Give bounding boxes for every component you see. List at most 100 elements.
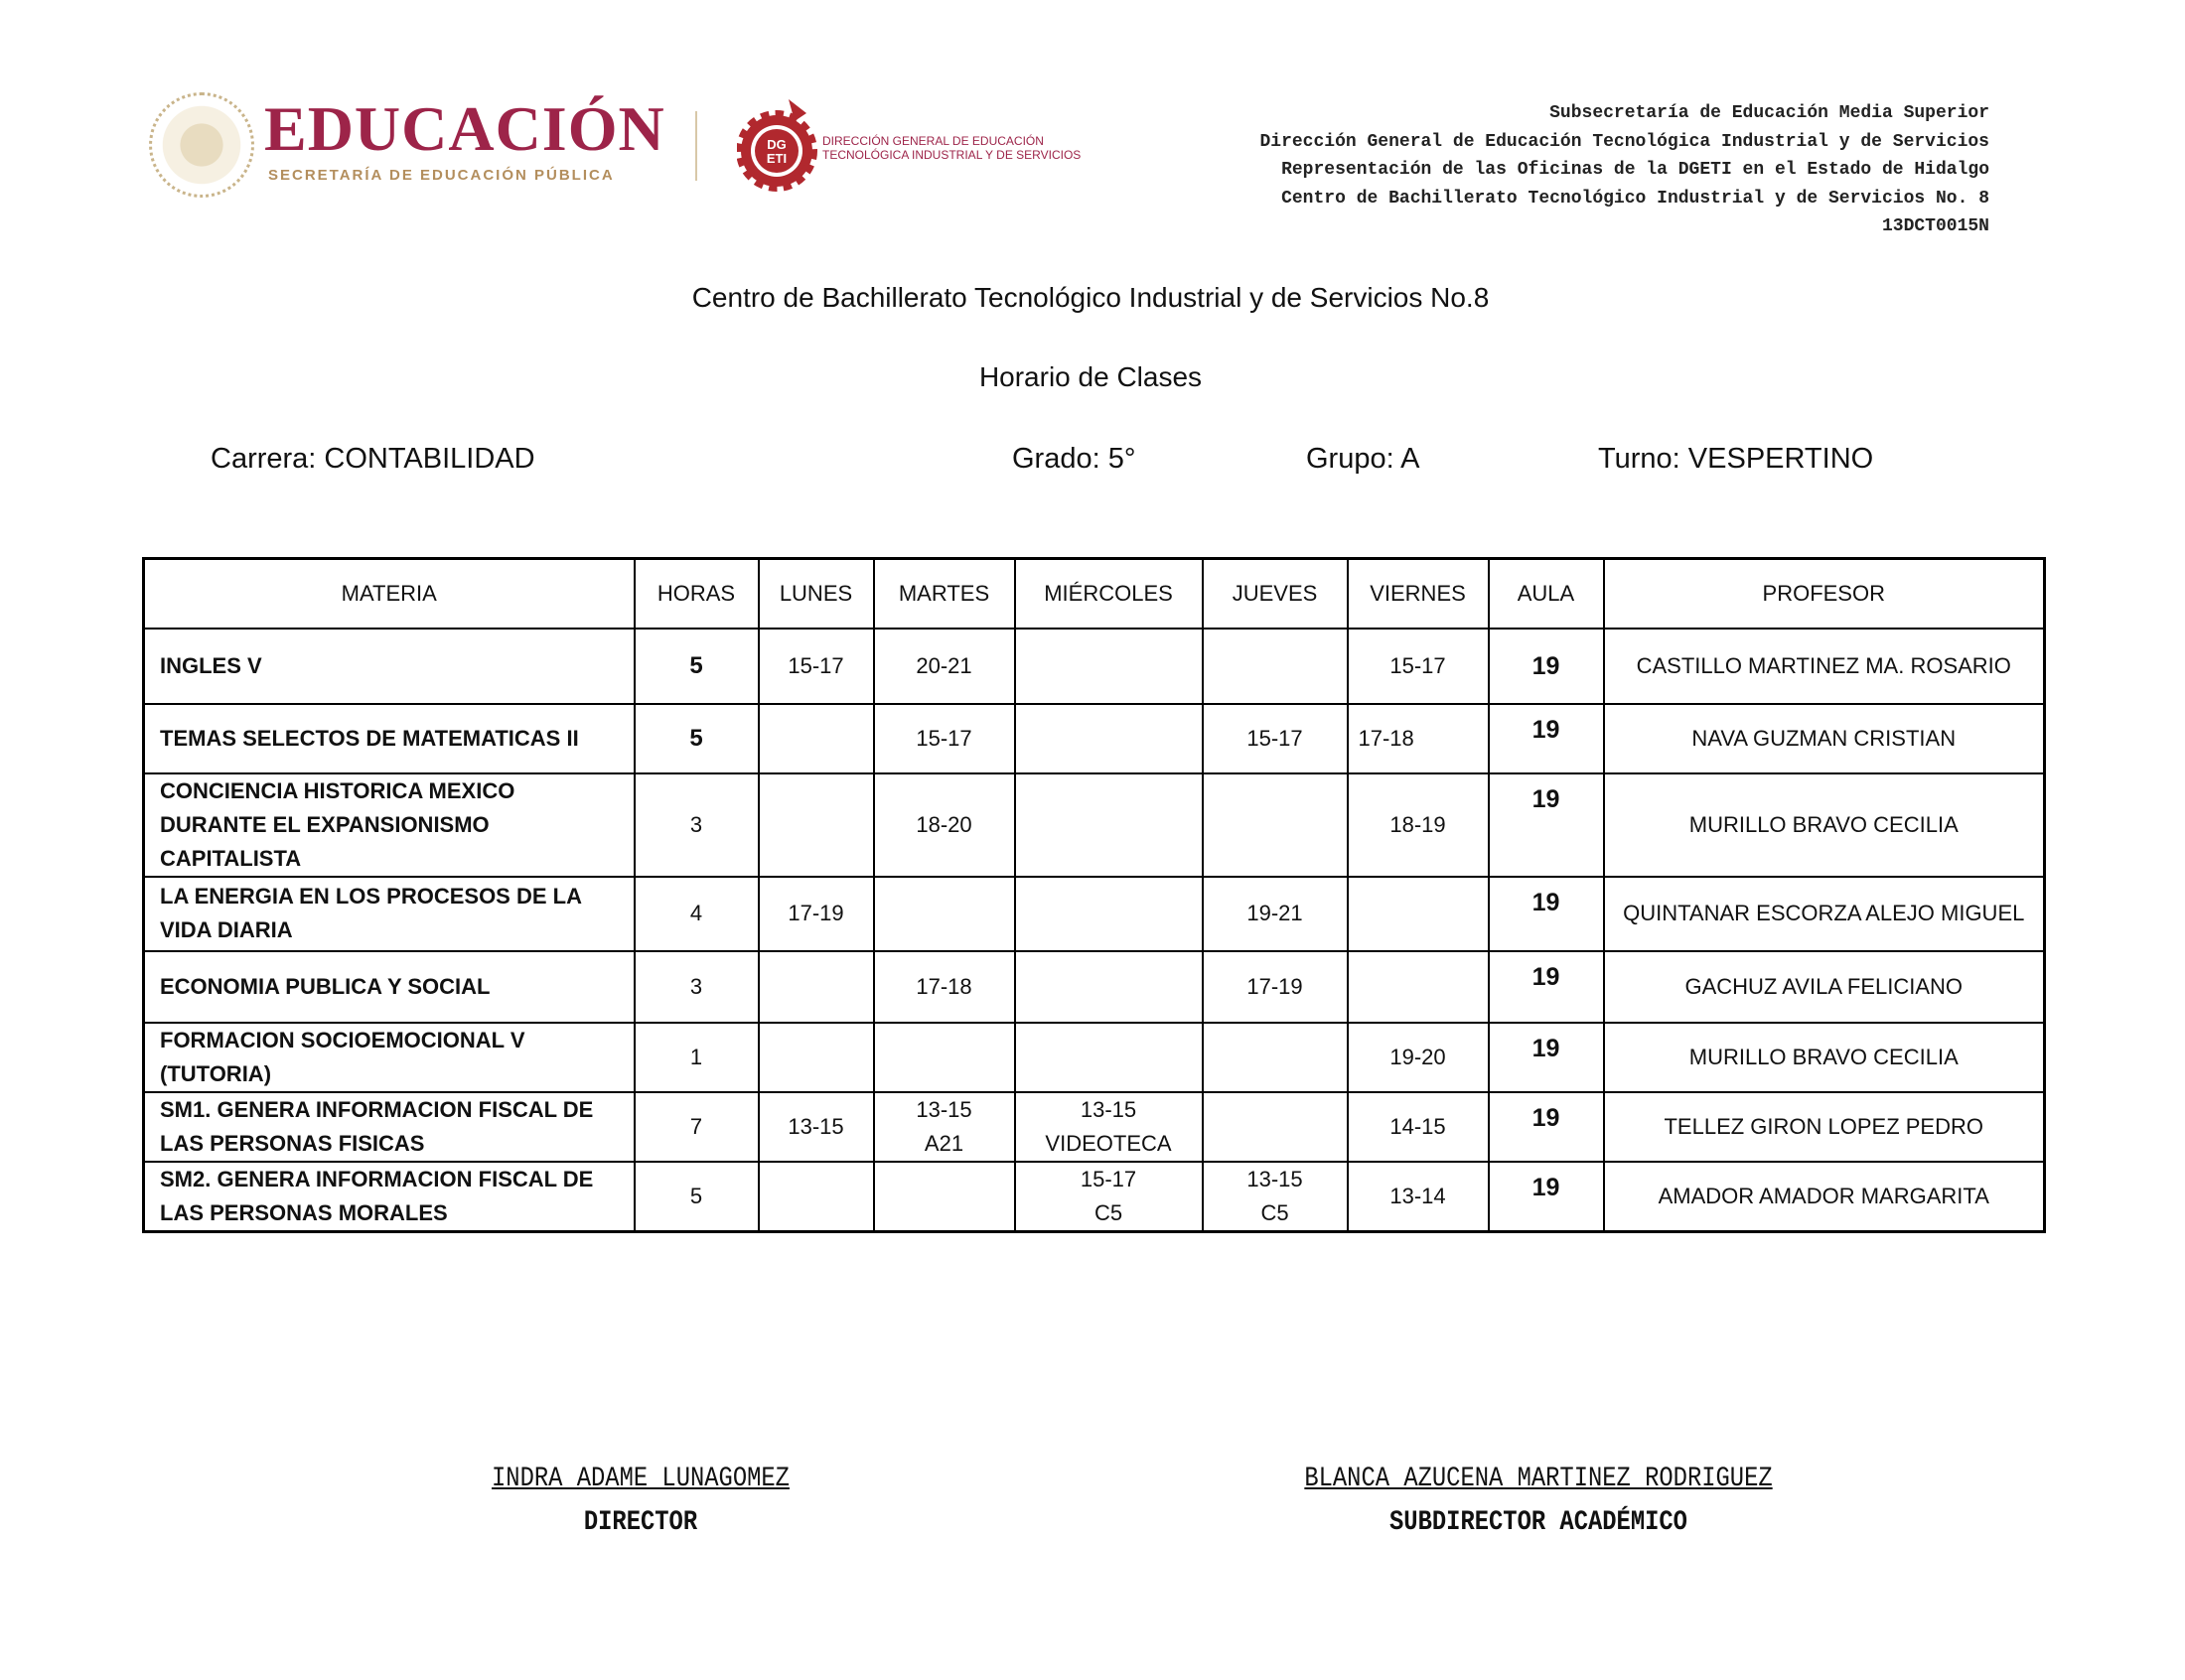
signature-role: SUBDIRECTOR ACADÉMICO — [1389, 1507, 1687, 1538]
header-line: Centro de Bachillerato Tecnológico Indus… — [1281, 188, 1989, 209]
cell-lunes — [757, 771, 875, 878]
cell-materia: ECONOMIA PUBLICA Y SOCIAL — [142, 949, 636, 1024]
cell-miercoles — [1013, 949, 1204, 1024]
svg-text:DG: DG — [767, 137, 787, 152]
cell-lunes: 17-19 — [757, 875, 875, 952]
cell-materia: CONCIENCIA HISTORICA MEXICO DURANTE EL E… — [142, 771, 636, 878]
column-header: PROFESOR — [1602, 557, 2046, 630]
cell-aula: 19 — [1487, 702, 1605, 774]
cell-profesor: AMADOR AMADOR MARGARITA — [1602, 1160, 2046, 1232]
cell-lunes: 15-17 — [757, 627, 875, 705]
cell-horas: 1 — [633, 1021, 760, 1093]
cell-miercoles — [1013, 875, 1204, 952]
cell-horas: 3 — [633, 949, 760, 1024]
cell-jueves — [1201, 627, 1349, 705]
cell-materia: SM1. GENERA INFORMACION FISCAL DE LAS PE… — [142, 1090, 636, 1163]
cell-profesor: MURILLO BRAVO CECILIA — [1602, 1021, 2046, 1093]
cell-materia: INGLES V — [142, 627, 636, 705]
cell-lunes — [757, 702, 875, 774]
cell-aula: 19 — [1487, 1021, 1605, 1093]
column-header: JUEVES — [1201, 557, 1349, 630]
cell-miercoles — [1013, 1021, 1204, 1093]
table-row: FORMACION SOCIOEMOCIONAL V (TUTORIA) 1 19-… — [142, 1021, 2046, 1093]
cell-lunes — [757, 949, 875, 1024]
cell-viernes: 18-19 — [1346, 771, 1490, 878]
cell-viernes: 19-20 — [1346, 1021, 1490, 1093]
cell-viernes — [1346, 949, 1490, 1024]
column-header: MATERIA — [142, 557, 636, 630]
header-line: 13DCT0015N — [1881, 216, 1989, 236]
cell-profesor: NAVA GUZMAN CRISTIAN — [1602, 702, 2046, 774]
cell-profesor: GACHUZ AVILA FELICIANO — [1602, 949, 2046, 1024]
cell-materia: LA ENERGIA EN LOS PROCESOS DE LA VIDA DI… — [142, 875, 636, 952]
cell-materia: FORMACION SOCIOEMOCIONAL V (TUTORIA) — [142, 1021, 636, 1093]
cell-lunes — [757, 1160, 875, 1232]
column-header: VIERNES — [1346, 557, 1490, 630]
cell-miercoles — [1013, 771, 1204, 878]
signature-name: BLANCA AZUCENA MARTINEZ RODRIGUEZ — [1304, 1464, 1773, 1494]
cell-horas: 5 — [633, 1160, 760, 1232]
cell-jueves — [1201, 1021, 1349, 1093]
cell-martes: 13-15 A21 — [872, 1090, 1016, 1163]
column-header: AULA — [1487, 557, 1605, 630]
cell-horas: 3 — [633, 771, 760, 878]
cell-martes — [872, 1021, 1016, 1093]
turno-label: Turno: VESPERTINO — [1598, 443, 1874, 475]
cell-materia: SM2. GENERA INFORMACION FISCAL DE LAS PE… — [142, 1160, 636, 1232]
table-row: SM2. GENERA INFORMACION FISCAL DE LAS PE… — [142, 1160, 2046, 1232]
institution-header: Subsecretaría de Educación Media Superio… — [1259, 99, 1989, 241]
sep-logo-title: EDUCACIÓN — [264, 93, 665, 164]
cell-martes — [872, 875, 1016, 952]
column-header: MARTES — [872, 557, 1016, 630]
cell-aula: 19 — [1487, 1090, 1605, 1163]
signature-subdirector: BLANCA AZUCENA MARTINEZ RODRIGUEZ SUBDIR… — [1285, 1458, 1792, 1545]
cell-horas: 7 — [633, 1090, 760, 1163]
cell-horas: 5 — [633, 627, 760, 705]
cell-viernes: 13-14 — [1346, 1160, 1490, 1232]
header-line: Dirección General de Educación Tecnológi… — [1259, 131, 1989, 152]
cell-jueves: 19-21 — [1201, 875, 1349, 952]
cell-martes: 15-17 — [872, 702, 1016, 774]
column-header: HORAS — [633, 557, 760, 630]
cell-profesor: QUINTANAR ESCORZA ALEJO MIGUEL — [1602, 875, 2046, 952]
carrera-label: Carrera: CONTABILIDAD — [211, 443, 535, 475]
cell-viernes: 14-15 — [1346, 1090, 1490, 1163]
cell-viernes — [1346, 875, 1490, 952]
cell-viernes: 15-17 — [1346, 627, 1490, 705]
dgeti-logo-text: DIRECCIÓN GENERAL DE EDUCACIÓN TECNOLÓGI… — [822, 134, 1081, 162]
table-row: TEMAS SELECTOS DE MATEMATICAS II 5 15-17 15… — [142, 702, 2046, 774]
cell-miercoles — [1013, 627, 1204, 705]
cell-profesor: MURILLO BRAVO CECILIA — [1602, 771, 2046, 878]
cell-profesor: TELLEZ GIRON LOPEZ PEDRO — [1602, 1090, 2046, 1163]
cell-jueves: 17-19 — [1201, 949, 1349, 1024]
column-header: LUNES — [757, 557, 875, 630]
cell-aula: 19 — [1487, 771, 1605, 878]
signature-name: INDRA ADAME LUNAGOMEZ — [492, 1464, 790, 1494]
cell-aula: 19 — [1487, 1160, 1605, 1232]
cell-profesor: CASTILLO MARTINEZ MA. ROSARIO — [1602, 627, 2046, 705]
cell-lunes — [757, 1021, 875, 1093]
cell-lunes: 13-15 — [757, 1090, 875, 1163]
cell-viernes: 17-18 — [1346, 702, 1490, 774]
signature-director: INDRA ADAME LUNAGOMEZ DIRECTOR — [430, 1458, 852, 1545]
cell-horas: 5 — [633, 702, 760, 774]
dgeti-gear-logo: DG ETI — [737, 99, 817, 192]
cell-aula: 19 — [1487, 875, 1605, 952]
cell-aula: 19 — [1487, 627, 1605, 705]
grado-label: Grado: 5° — [1012, 443, 1136, 475]
cell-martes — [872, 1160, 1016, 1232]
table-row: CONCIENCIA HISTORICA MEXICO DURANTE EL E… — [142, 771, 2046, 878]
document-title: Centro de Bachillerato Tecnológico Indus… — [691, 282, 1490, 313]
cell-horas: 4 — [633, 875, 760, 952]
table-row: INGLES V 5 15-17 20-21 15-17 19 CASTILLO MARTI… — [142, 627, 2046, 705]
cell-materia: TEMAS SELECTOS DE MATEMATICAS II — [142, 702, 636, 774]
grupo-label: Grupo: A — [1306, 443, 1420, 475]
cell-martes: 18-20 — [872, 771, 1016, 878]
document-subtitle: Horario de Clases — [978, 361, 1203, 392]
cell-jueves — [1201, 1090, 1349, 1163]
table-row: LA ENERGIA EN LOS PROCESOS DE LA VIDA DI… — [142, 875, 2046, 952]
svg-text:ETI: ETI — [767, 151, 787, 166]
sep-logo-subtitle: SECRETARÍA DE EDUCACIÓN PÚBLICA — [268, 167, 615, 184]
header-line: Representación de las Oficinas de la DGE… — [1281, 160, 1989, 180]
cell-miercoles: 15-17 C5 — [1013, 1160, 1204, 1232]
